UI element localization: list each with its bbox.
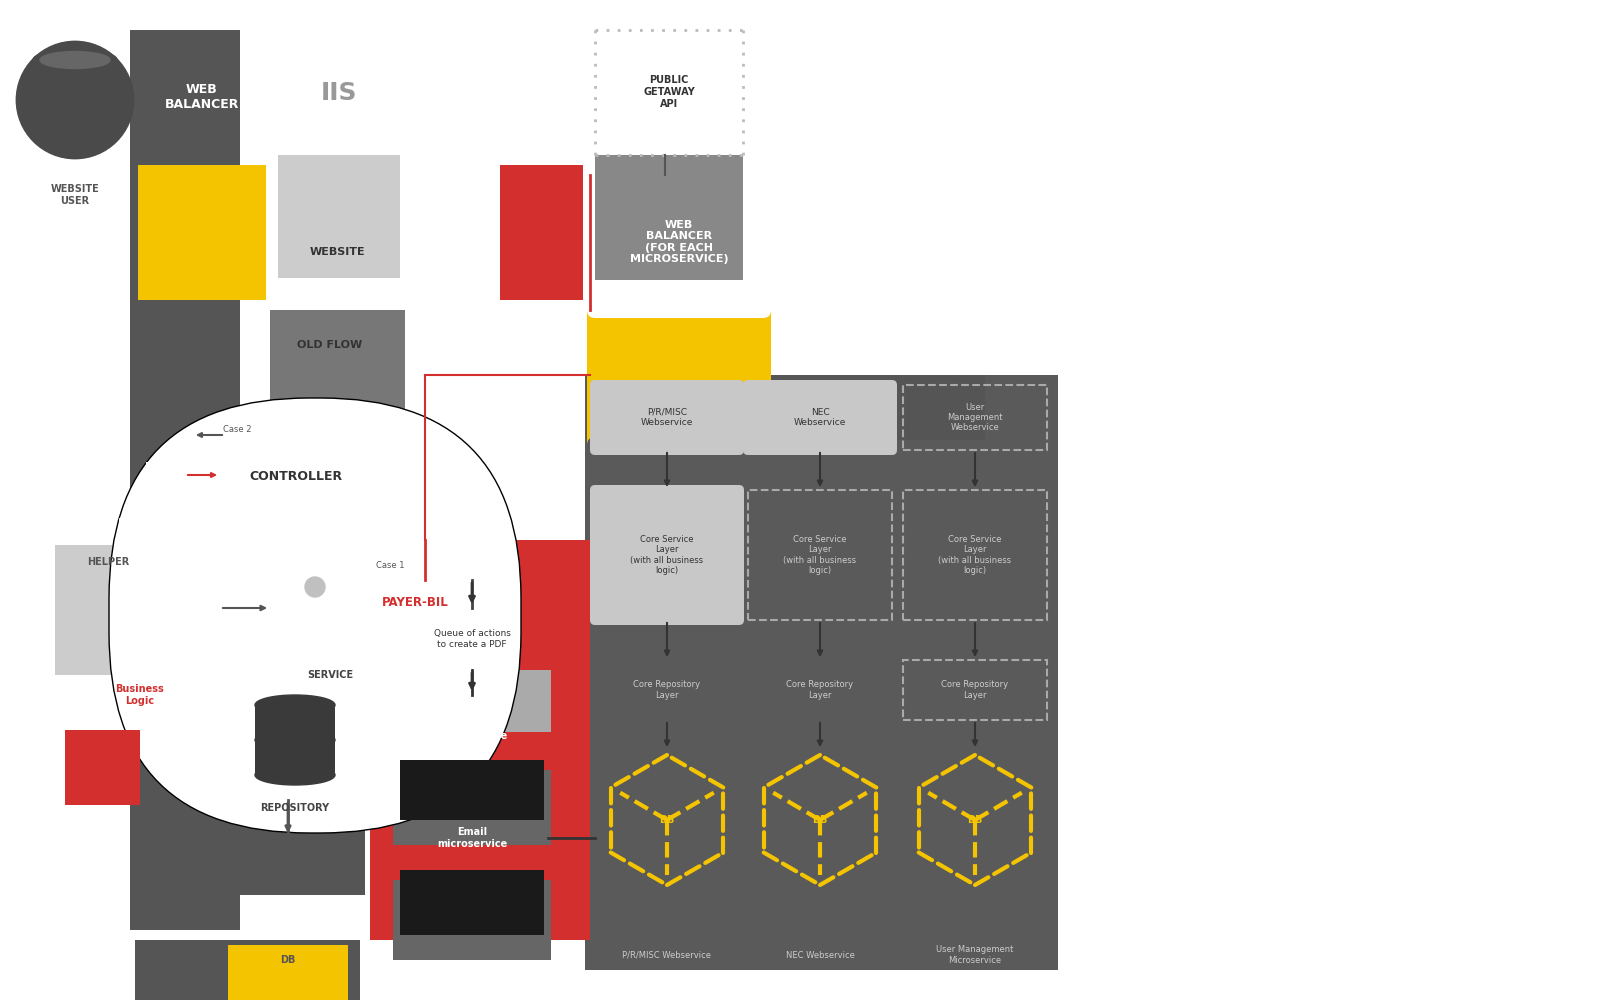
Text: DB: DB	[659, 815, 675, 825]
FancyBboxPatch shape	[58, 462, 70, 487]
FancyBboxPatch shape	[254, 705, 334, 775]
FancyBboxPatch shape	[587, 310, 771, 445]
FancyBboxPatch shape	[109, 398, 522, 833]
FancyBboxPatch shape	[146, 462, 158, 487]
Ellipse shape	[34, 49, 117, 71]
Text: Core Repository
Layer: Core Repository Layer	[787, 680, 853, 700]
Text: NEC Webservice: NEC Webservice	[786, 950, 854, 960]
FancyBboxPatch shape	[590, 375, 986, 440]
FancyBboxPatch shape	[227, 945, 347, 1000]
Circle shape	[18, 42, 133, 158]
Text: Core Service
Layer
(with all business
logic): Core Service Layer (with all business lo…	[784, 535, 856, 575]
FancyBboxPatch shape	[394, 880, 550, 960]
Text: DB: DB	[280, 955, 296, 965]
FancyBboxPatch shape	[590, 380, 744, 455]
FancyBboxPatch shape	[54, 545, 190, 675]
Text: Core Repository
Layer: Core Repository Layer	[941, 680, 1008, 700]
Text: IIS: IIS	[320, 81, 357, 105]
Text: Email
microservice: Email microservice	[437, 827, 507, 849]
Text: HELPER: HELPER	[86, 557, 130, 567]
Text: PUBLIC
GETAWAY
API: PUBLIC GETAWAY API	[643, 75, 694, 109]
Ellipse shape	[254, 695, 334, 715]
Text: Core Service
Layer
(with all business
logic): Core Service Layer (with all business lo…	[630, 535, 704, 575]
FancyBboxPatch shape	[400, 760, 544, 820]
Circle shape	[306, 577, 325, 597]
FancyBboxPatch shape	[130, 30, 240, 930]
FancyBboxPatch shape	[400, 870, 544, 935]
Circle shape	[34, 48, 117, 132]
Ellipse shape	[254, 730, 334, 750]
Text: CONTROLLER: CONTROLLER	[250, 471, 342, 484]
Text: Business
Logic: Business Logic	[115, 684, 165, 706]
Text: WEB
BALANCER
(FOR EACH
MICROSERVICE): WEB BALANCER (FOR EACH MICROSERVICE)	[630, 220, 728, 264]
Text: User Management
Microservice: User Management Microservice	[936, 945, 1014, 965]
FancyBboxPatch shape	[499, 165, 582, 300]
Ellipse shape	[40, 51, 110, 68]
Text: Case 1: Case 1	[376, 560, 405, 570]
Text: P/R/MISC
Webservice: P/R/MISC Webservice	[642, 408, 693, 427]
FancyBboxPatch shape	[134, 800, 365, 895]
Text: WEBSITE
USER: WEBSITE USER	[51, 184, 99, 206]
FancyBboxPatch shape	[370, 580, 426, 620]
Text: P/R/MISC Webservice: P/R/MISC Webservice	[622, 950, 712, 960]
FancyBboxPatch shape	[586, 375, 750, 970]
FancyBboxPatch shape	[370, 540, 590, 940]
FancyBboxPatch shape	[394, 670, 550, 732]
FancyBboxPatch shape	[394, 770, 550, 845]
Text: User
Management
Webservice: User Management Webservice	[947, 403, 1003, 432]
FancyBboxPatch shape	[278, 155, 400, 278]
Text: DB: DB	[813, 815, 827, 825]
FancyBboxPatch shape	[270, 665, 400, 770]
FancyBboxPatch shape	[742, 380, 898, 455]
Text: PDF
microservice: PDF microservice	[437, 719, 507, 741]
Ellipse shape	[254, 765, 334, 785]
FancyBboxPatch shape	[738, 375, 902, 970]
Text: WEB
BALANCER: WEB BALANCER	[165, 83, 238, 111]
Text: WEBSITE: WEBSITE	[309, 247, 365, 257]
FancyBboxPatch shape	[270, 310, 405, 425]
Text: REPOSITORY: REPOSITORY	[261, 803, 330, 813]
Text: Core Repository
Layer: Core Repository Layer	[634, 680, 701, 700]
Text: NEC
Webservice: NEC Webservice	[794, 408, 846, 427]
Text: PAYER-BIL: PAYER-BIL	[382, 595, 448, 608]
Text: SERVICE: SERVICE	[307, 670, 354, 680]
FancyBboxPatch shape	[195, 540, 397, 665]
FancyBboxPatch shape	[893, 375, 1058, 970]
Text: APIUSER: APIUSER	[517, 183, 565, 193]
Text: OLD FLOW: OLD FLOW	[298, 340, 363, 350]
FancyBboxPatch shape	[590, 485, 744, 625]
Circle shape	[294, 567, 334, 607]
FancyBboxPatch shape	[595, 155, 742, 280]
FancyBboxPatch shape	[134, 940, 360, 1000]
Text: Core Service
Layer
(with all business
logic): Core Service Layer (with all business lo…	[939, 535, 1011, 575]
FancyBboxPatch shape	[66, 730, 141, 805]
Text: DB: DB	[968, 815, 982, 825]
Text: Case 2: Case 2	[222, 426, 251, 434]
Text: Queue of actions
to create a PDF: Queue of actions to create a PDF	[434, 629, 510, 649]
FancyBboxPatch shape	[138, 165, 266, 300]
